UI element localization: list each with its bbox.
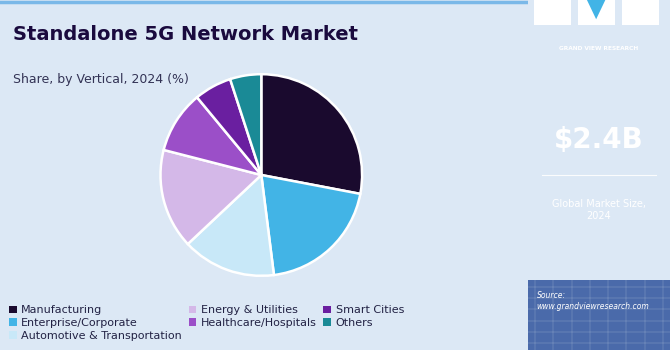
FancyBboxPatch shape (622, 0, 659, 25)
Text: Standalone 5G Network Market: Standalone 5G Network Market (13, 25, 358, 43)
Legend: Manufacturing, Enterprise/Corporate, Automotive & Transportation, Energy & Utili: Manufacturing, Enterprise/Corporate, Aut… (9, 306, 404, 341)
Wedge shape (163, 97, 261, 175)
Wedge shape (261, 74, 362, 194)
Wedge shape (197, 79, 261, 175)
Text: Source:
www.grandviewresearch.com: Source: www.grandviewresearch.com (537, 291, 649, 311)
Text: GRAND VIEW RESEARCH: GRAND VIEW RESEARCH (559, 47, 639, 51)
Text: $2.4B: $2.4B (554, 126, 644, 154)
FancyBboxPatch shape (528, 280, 670, 350)
Text: Global Market Size,
2024: Global Market Size, 2024 (552, 199, 646, 221)
FancyBboxPatch shape (578, 0, 614, 25)
FancyBboxPatch shape (533, 0, 571, 25)
Polygon shape (582, 0, 610, 19)
Wedge shape (188, 175, 274, 276)
Wedge shape (161, 150, 261, 244)
Text: Share, by Vertical, 2024 (%): Share, by Vertical, 2024 (%) (13, 74, 189, 86)
Wedge shape (261, 175, 360, 275)
Wedge shape (230, 74, 261, 175)
